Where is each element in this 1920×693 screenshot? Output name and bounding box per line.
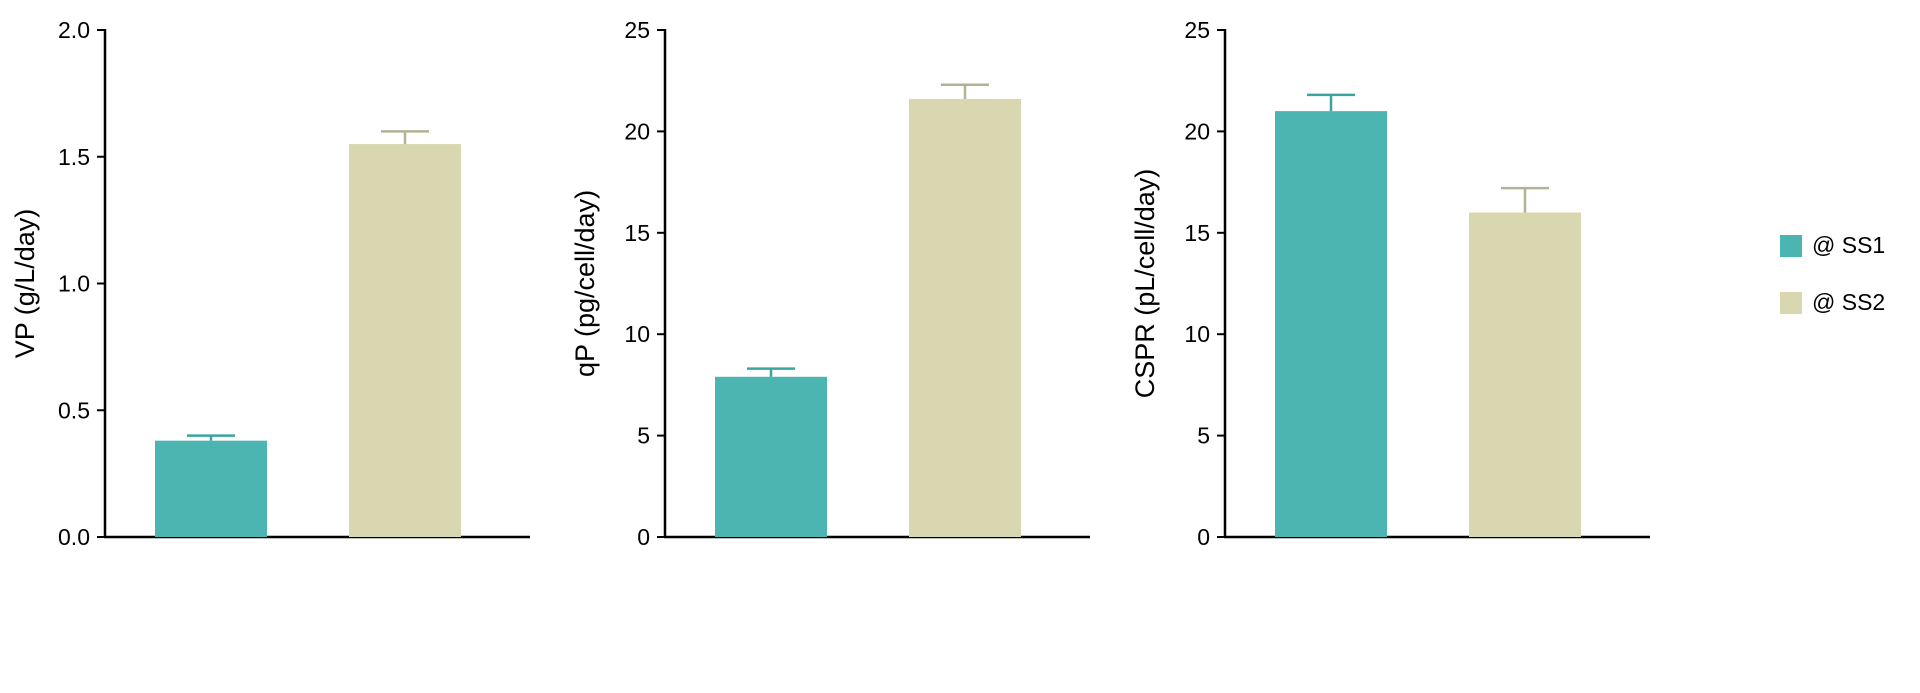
chart-panel-2: 0 5 10 15 20 25 qP (pg/cell/day) <box>560 0 1120 620</box>
legend: @ SS1 @ SS2 <box>1680 232 1885 316</box>
bar-series-2 <box>909 98 1021 538</box>
chart-svg-2: 0 5 10 15 20 25 qP (pg/cell/day) <box>570 17 1090 550</box>
y-axis-title: CSPR (pL/cell/day) <box>1130 169 1160 399</box>
y-tick-label: 0 <box>637 524 650 550</box>
legend-item-ss1: @ SS1 <box>1780 232 1885 259</box>
legend-item-ss2: @ SS2 <box>1780 289 1885 316</box>
chart-svg-1: 0.0 0.5 1.0 1.5 2.0 VP (g/L/day) <box>10 17 530 550</box>
chart-svg-3: 0 5 10 15 20 25 CSPR (pL/cell/day) <box>1130 17 1650 550</box>
y-tick-label: 20 <box>1184 118 1210 144</box>
legend-label-ss1: @ SS1 <box>1812 232 1886 258</box>
bar-series-2 <box>349 144 461 537</box>
legend-swatch-ss1 <box>1780 234 1802 257</box>
y-tick-label: 20 <box>624 118 650 144</box>
y-tick-label: 2.0 <box>58 17 90 43</box>
y-tick-label: 15 <box>1184 220 1210 246</box>
chart-panel-1: 0.0 0.5 1.0 1.5 2.0 VP (g/L/day) <box>0 0 560 620</box>
y-tick-label: 5 <box>637 423 650 449</box>
bar-series-2 <box>1469 212 1581 537</box>
charts-row: 0.0 0.5 1.0 1.5 2.0 VP (g/L/day) 0 5 10 15 20 25 qP … <box>0 0 1680 620</box>
y-tick-label: 0.5 <box>58 397 90 423</box>
y-axis-title: VP (g/L/day) <box>10 209 40 359</box>
y-tick-label: 5 <box>1197 423 1210 449</box>
y-tick-label: 25 <box>624 17 650 43</box>
y-tick-label: 1.0 <box>58 271 90 297</box>
chart-panel-3: 0 5 10 15 20 25 CSPR (pL/cell/day) <box>1120 0 1680 620</box>
bar-series-1 <box>155 440 267 537</box>
legend-swatch-ss2 <box>1780 291 1802 314</box>
y-tick-label: 1.5 <box>58 144 90 170</box>
y-tick-label: 10 <box>624 321 650 347</box>
bar-series-1 <box>1275 111 1387 538</box>
bar-series-1 <box>715 376 827 537</box>
y-axis-title: qP (pg/cell/day) <box>570 190 600 377</box>
legend-label-ss2: @ SS2 <box>1812 289 1886 315</box>
y-tick-label: 0 <box>1197 524 1210 550</box>
y-tick-label: 0.0 <box>58 524 90 550</box>
y-tick-label: 15 <box>624 220 650 246</box>
y-tick-label: 25 <box>1184 17 1210 43</box>
y-tick-label: 10 <box>1184 321 1210 347</box>
